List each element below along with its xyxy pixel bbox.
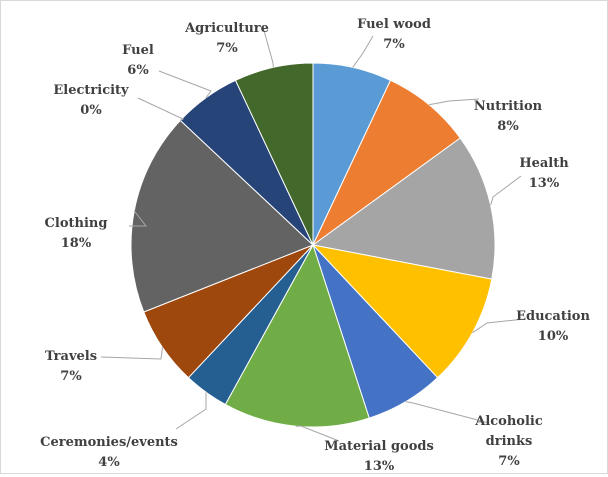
data-label-travels: Travels 7% <box>45 347 97 387</box>
category-label: Electricity <box>53 83 129 98</box>
data-label-electricity: Electricity 0% <box>53 81 128 121</box>
category-label: Fuel <box>122 43 154 58</box>
leader-line-nutrition <box>428 98 480 106</box>
category-label: Health <box>519 156 569 171</box>
data-label-health: Health 13% <box>519 154 568 194</box>
category-label: Alcoholic <box>475 414 543 429</box>
percent-label: 0% <box>80 103 102 118</box>
percent-label: 7% <box>216 41 238 56</box>
leader-line-health <box>490 175 522 206</box>
percent-label: 13% <box>363 459 395 474</box>
data-label-ceremonies-events: Ceremonies/events 4% <box>40 433 178 473</box>
leader-line-education <box>472 318 526 334</box>
percent-label: 7% <box>498 454 520 469</box>
leader-line-alcoholic-drinks <box>405 401 490 424</box>
data-label-education: Education 10% <box>516 307 590 347</box>
category-label: Travels <box>44 349 98 364</box>
leader-line-material-goods <box>295 425 340 442</box>
leader-line-fuel-wood <box>352 35 374 68</box>
data-label-material-goods: Material goods 13% <box>324 437 434 477</box>
percent-label: 6% <box>127 63 149 78</box>
pie-slice-nutrition <box>312 79 461 246</box>
data-label-fuel: Fuel 6% <box>122 41 154 81</box>
category-label: Nutrition <box>473 99 543 114</box>
leader-line-agriculture <box>262 26 274 68</box>
data-label-fuel-wood: Fuel wood 7% <box>357 15 431 55</box>
percent-label: 10% <box>537 329 569 344</box>
percent-label: 18% <box>60 236 92 251</box>
leader-line-clothing <box>129 210 148 227</box>
data-label-agriculture: Agriculture 7% <box>185 19 269 59</box>
data-label-nutrition: Nutrition 8% <box>474 97 542 137</box>
leader-line-ceremonies-events <box>175 392 207 430</box>
leader-line-fuel <box>158 70 212 99</box>
data-label-alcoholic-drinks: Alcoholic drinks 7% <box>475 412 543 472</box>
category-label: drinks <box>485 434 533 449</box>
percent-label: 7% <box>383 37 405 52</box>
category-label: Agriculture <box>185 21 269 36</box>
pie-slice-education <box>311 244 493 379</box>
category-label: Ceremonies/events <box>40 435 178 450</box>
category-label: Education <box>516 309 590 324</box>
percent-label: 4% <box>98 455 120 470</box>
category-label: Clothing <box>44 216 108 231</box>
data-label-clothing: Clothing 18% <box>45 214 108 254</box>
leader-line-travels <box>100 347 163 360</box>
percent-label: 7% <box>60 369 82 384</box>
percent-label: 13% <box>528 176 560 191</box>
category-label: Fuel wood <box>357 17 431 32</box>
percent-label: 8% <box>497 119 519 134</box>
leader-line-electricity <box>137 97 185 121</box>
category-label: Material goods <box>324 439 434 454</box>
